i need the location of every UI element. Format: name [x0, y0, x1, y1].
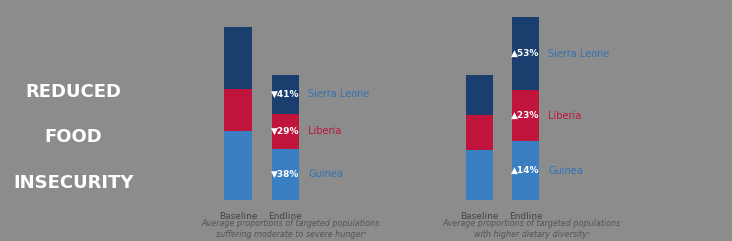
Text: ▲53%: ▲53%	[512, 49, 539, 58]
Text: Sierra Leone: Sierra Leone	[308, 89, 370, 99]
Text: REDUCED: REDUCED	[25, 83, 122, 100]
Text: ▼41%: ▼41%	[272, 90, 299, 99]
Text: Baseline: Baseline	[460, 212, 498, 221]
Bar	[512, 90, 539, 141]
Bar	[512, 17, 539, 90]
Text: ▲14%: ▲14%	[512, 166, 539, 175]
Text: Guinea: Guinea	[308, 169, 343, 179]
Text: Liberia: Liberia	[548, 111, 581, 121]
Text: Endline: Endline	[269, 212, 302, 221]
Bar	[272, 149, 299, 200]
Text: Endline: Endline	[509, 212, 542, 221]
Text: Liberia: Liberia	[308, 126, 341, 136]
Text: FOOD: FOOD	[45, 128, 102, 146]
Text: INSECURITY: INSECURITY	[13, 174, 133, 192]
Bar	[224, 131, 252, 200]
Text: Sierra Leone: Sierra Leone	[548, 48, 610, 59]
Text: ▼38%: ▼38%	[272, 170, 299, 179]
Text: ▲23%: ▲23%	[512, 111, 539, 120]
Text: Baseline: Baseline	[219, 212, 257, 221]
Bar	[466, 115, 493, 150]
Bar	[466, 150, 493, 200]
Bar	[272, 114, 299, 149]
Text: Average proportions of targeted populations
with higher dietary diversityˢ: Average proportions of targeted populati…	[443, 219, 621, 239]
Bar	[466, 75, 493, 115]
Bar	[272, 75, 299, 114]
Text: Guinea: Guinea	[548, 166, 583, 176]
Text: ▼29%: ▼29%	[272, 127, 299, 136]
Bar	[512, 141, 539, 200]
Text: Average proportions of targeted populations
suffering moderate to severe hungerˢ: Average proportions of targeted populati…	[202, 219, 380, 239]
Bar	[224, 89, 252, 131]
Bar	[224, 27, 252, 89]
